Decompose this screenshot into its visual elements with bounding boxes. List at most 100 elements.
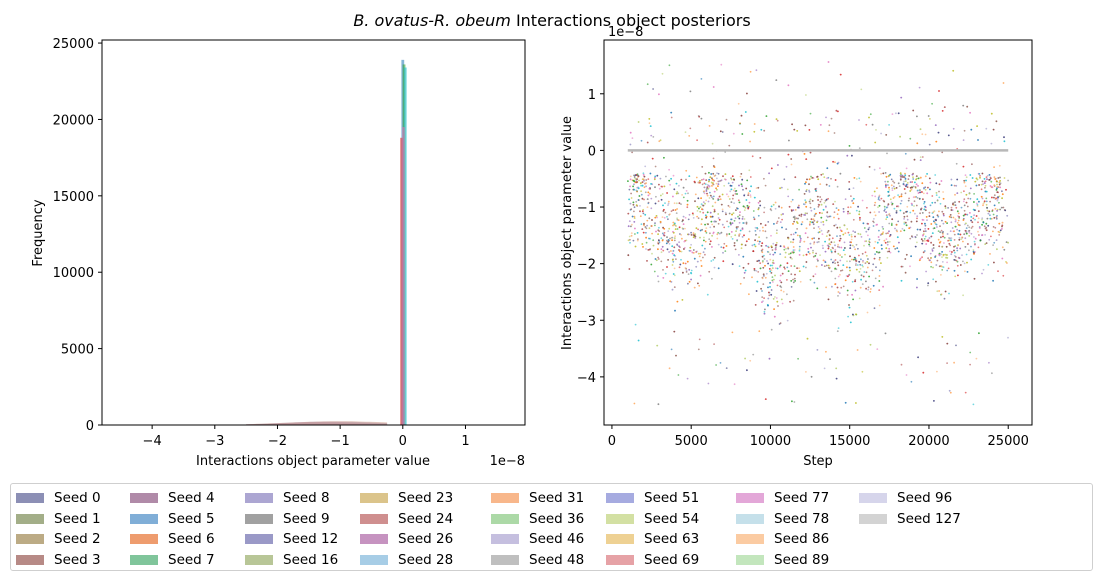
histogram-x-ticks: −4 −3 −2 −1 0 1 [143, 425, 470, 449]
trace-point [793, 401, 796, 403]
trace-point [820, 173, 823, 176]
legend-swatch [491, 514, 519, 524]
trace-point [949, 237, 951, 240]
trace-point [809, 222, 811, 225]
trace-point [774, 201, 777, 204]
trace-point [648, 118, 651, 120]
trace-point [667, 239, 670, 241]
trace-point [717, 213, 720, 215]
trace-point [951, 227, 954, 229]
trace-point [965, 227, 968, 230]
trace-point [745, 222, 748, 225]
trace-point [831, 237, 834, 240]
trace-point [721, 210, 724, 213]
trace-point [696, 210, 699, 212]
trace-point [882, 228, 885, 230]
trace-point [672, 273, 675, 275]
trace-point [906, 218, 909, 221]
trace-point [709, 176, 712, 179]
trace-point [827, 247, 830, 250]
trace-point [945, 256, 947, 259]
trace-point [963, 190, 965, 193]
trace-point [946, 261, 948, 264]
trace-point [984, 190, 987, 193]
trace-point [809, 198, 812, 201]
legend-item: Seed 6 [130, 530, 215, 548]
trace-point [826, 231, 829, 234]
trace-point [671, 239, 673, 242]
trace-point [853, 246, 856, 248]
trace-point [834, 283, 837, 286]
trace-point [707, 382, 710, 385]
trace-point [905, 211, 907, 213]
trace-point [733, 178, 735, 181]
trace-point [764, 308, 766, 311]
trace-point [790, 265, 793, 267]
trace-point [696, 215, 698, 218]
trace-point [657, 403, 660, 406]
trace-point [889, 198, 892, 201]
trace-point [710, 260, 713, 262]
trace-point [934, 256, 936, 258]
histogram-peak-spikes [400, 59, 407, 425]
trace-point [776, 284, 779, 287]
trace-point [963, 204, 966, 207]
legend-item: Seed 96 [859, 489, 952, 507]
trace-point [910, 380, 913, 383]
trace-point [774, 274, 776, 277]
trace-point [930, 235, 933, 238]
trace-point [952, 216, 955, 219]
trace-point [639, 182, 642, 185]
trace-point [965, 201, 968, 204]
trace-point [628, 235, 631, 238]
trace-point [827, 245, 830, 248]
trace-point [866, 266, 869, 269]
trace-point [781, 272, 784, 275]
trace-point [781, 302, 784, 305]
trace-point [685, 169, 688, 172]
trace-point [640, 190, 642, 193]
trace-point [812, 255, 815, 258]
trace-point [706, 192, 708, 195]
trace-point [984, 243, 987, 246]
trace-point [792, 233, 795, 236]
trace-point [823, 201, 826, 204]
trace-point [922, 192, 925, 195]
trace-point [908, 175, 911, 177]
trace-point [796, 267, 798, 270]
trace-point [673, 274, 676, 277]
trace-point [970, 227, 973, 229]
trace-point [716, 177, 718, 180]
trace-point [953, 239, 956, 241]
trace-point [647, 194, 650, 197]
trace-point [741, 228, 744, 231]
trace-point [936, 290, 939, 293]
trace-point [903, 176, 906, 178]
trace-point [781, 218, 783, 221]
trace-point [950, 237, 953, 240]
trace-point [924, 133, 927, 136]
trace-point [819, 196, 822, 198]
trace-point [995, 180, 998, 183]
legend-label: Seed 89 [774, 552, 830, 568]
trace-point [846, 266, 848, 269]
trace-point [721, 193, 724, 196]
trace-point [850, 238, 853, 241]
trace-point [794, 280, 796, 282]
trace-point [808, 129, 811, 131]
trace-point [713, 175, 716, 177]
trace-point [935, 264, 938, 266]
legend-label: Seed 51 [644, 490, 700, 506]
trace-point [863, 244, 865, 247]
trace-point [938, 210, 940, 213]
legend-item: Seed 12 [245, 530, 338, 548]
trace-point [705, 179, 708, 182]
trace-point [697, 252, 700, 255]
trace-point [668, 179, 671, 182]
trace-point [712, 86, 715, 88]
trace-point [675, 182, 678, 185]
trace-point [699, 181, 701, 184]
trace-point [859, 286, 862, 289]
trace-point [849, 260, 851, 263]
trace-point [808, 183, 810, 186]
